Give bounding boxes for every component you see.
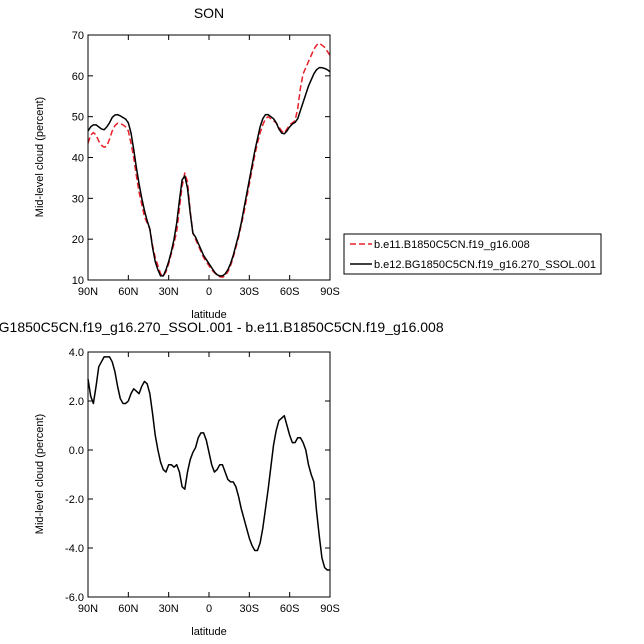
chart2-series-line-1 (87, 356, 330, 571)
legend: b.e11.B1850C5CN.f19_g16.008 b.e12.BG1850… (343, 233, 602, 275)
legend-label-series-2: b.e12.BG1850C5CN.f19_g16.270_SSOL.001 (374, 259, 596, 271)
bottom-x-axis-label: latitude (191, 626, 226, 638)
bottom-chart-title: b.e12.BG1850C5CN.f19_g16.270_SSOL.001 - … (0, 319, 444, 335)
top-chart-title: SON (194, 5, 224, 21)
bottom-y-axis-label: Mid-level cloud (percent) (34, 414, 46, 534)
top-plot-frame (87, 34, 331, 281)
chart2-x-tick-label: 30S (240, 603, 260, 615)
top-y-axis-label: Mid-level cloud (percent) (34, 97, 46, 217)
chart1-y-tick-label: 50 (72, 112, 84, 124)
chart2-y-tick-label: -2.0 (65, 494, 84, 506)
chart2-x-tick-label: 60S (280, 603, 300, 615)
chart2-x-tick-label: 60N (118, 603, 138, 615)
chart1-x-tick-label: 0 (206, 286, 212, 298)
top-series-lines (87, 42, 331, 278)
top-plot: SON 90N 60N 30N 0 30S 60S 90S 10 20 30 40 50 60 70 l… (34, 5, 340, 321)
chart2-y-tick-label: -6.0 (65, 592, 84, 604)
chart1-x-tick-label: 60S (280, 286, 300, 298)
bottom-x-axis-ticks: 90N 60N 30N 0 30S 60S 90S (78, 352, 340, 615)
bottom-y-axis-ticks: -6.0 -4.0 -2.0 0.0 2.0 4.0 (65, 347, 330, 604)
chart1-series-line-1 (87, 42, 331, 278)
chart1-y-tick-label: 40 (72, 153, 84, 165)
bottom-series-lines (87, 356, 330, 571)
chart2-y-tick-label: -4.0 (65, 543, 84, 555)
chart1-y-tick-label: 60 (72, 71, 84, 83)
chart1-series-line-2 (87, 66, 331, 277)
top-y-axis-ticks: 10 20 30 40 50 60 70 (72, 30, 330, 287)
chart2-y-tick-label: 4.0 (69, 347, 84, 359)
chart1-y-tick-label: 10 (72, 275, 84, 287)
chart1-x-tick-label: 60N (118, 286, 138, 298)
chart1-y-tick-label: 20 (72, 234, 84, 246)
chart2-x-tick-label: 30N (159, 603, 179, 615)
top-x-axis-ticks: 90N 60N 30N 0 30S 60S 90S (78, 35, 340, 298)
legend-label-series-1: b.e11.B1850C5CN.f19_g16.008 (374, 239, 530, 251)
chart1-x-tick-label: 30N (159, 286, 179, 298)
chart2-y-tick-label: 0.0 (69, 445, 84, 457)
chart1-y-tick-label: 70 (72, 30, 84, 42)
chart2-x-tick-label: 0 (206, 603, 212, 615)
legend-box (343, 233, 602, 275)
bottom-plot-frame (87, 351, 331, 598)
chart2-x-tick-label: 90S (320, 603, 340, 615)
chart1-x-tick-label: 30S (240, 286, 260, 298)
chart1-y-tick-label: 30 (72, 193, 84, 205)
bottom-plot: b.e12.BG1850C5CN.f19_g16.270_SSOL.001 - … (0, 319, 444, 638)
chart1-x-tick-label: 90S (320, 286, 340, 298)
chart2-y-tick-label: 2.0 (69, 396, 84, 408)
chart1-x-tick-label: 90N (78, 286, 98, 298)
chart2-x-tick-label: 90N (78, 603, 98, 615)
top-x-axis-label: latitude (191, 309, 226, 321)
